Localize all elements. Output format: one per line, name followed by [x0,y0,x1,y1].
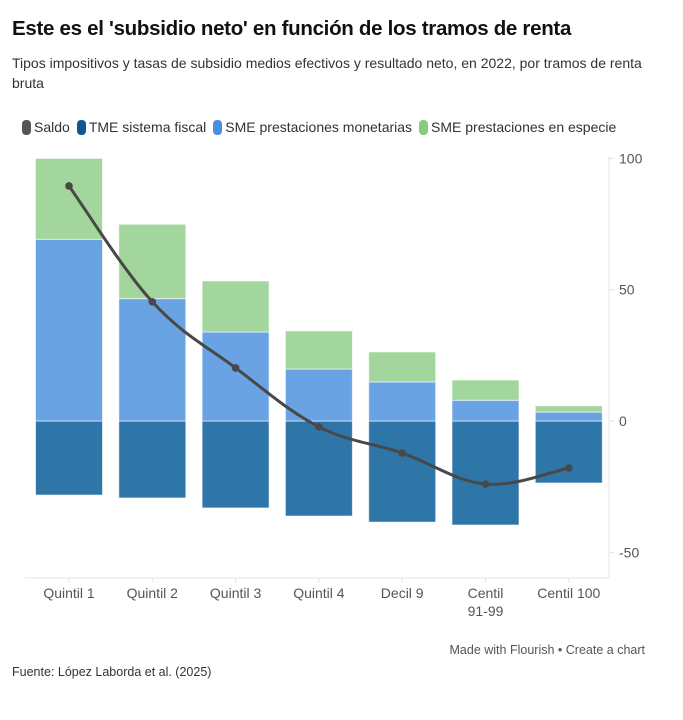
bar-sme-prestaciones-en-especie[interactable] [35,157,103,240]
saldo-point[interactable] [398,449,407,457]
x-tick-label: 91-99 [468,603,504,619]
legend-swatch-sme-monetarias [213,119,223,135]
x-tick-label: Quintil 2 [127,585,179,601]
bar-sme-prestaciones-en-especie[interactable] [201,280,270,333]
chart-plot: 100 50 0 -50 Quintil 1 Quintil 2 Quintil 3 Quin… [25,150,643,619]
bar-tme-sistema-fiscal[interactable] [451,420,520,526]
saldo-point[interactable] [65,182,73,190]
saldo-point[interactable] [148,297,157,306]
bar-sme-prestaciones-en-especie[interactable] [118,223,187,300]
bar-sme-prestaciones-monetarias[interactable] [534,411,603,422]
legend-item-sme-monetarias[interactable]: SME prestaciones monetarias [213,119,412,135]
bar-sme-prestaciones-monetarias[interactable] [35,238,103,422]
chart-subtitle: Tipos impositivos y tasas de subsidio me… [12,55,642,91]
saldo-line-layer [65,182,573,488]
bar-tme-sistema-fiscal[interactable] [118,420,187,499]
made-with-flourish-link[interactable]: Made with Flourish [449,643,555,657]
legend-item-saldo[interactable]: Saldo [22,119,70,135]
bars-layer [35,157,603,526]
bar-sme-prestaciones-en-especie[interactable] [368,351,437,383]
legend-label-sme-especie: SME prestaciones en especie [431,119,617,135]
legend-item-tme[interactable]: TME sistema fiscal [76,119,207,135]
create-chart-link[interactable]: Create a chart [565,643,645,657]
bar-sme-prestaciones-monetarias[interactable] [368,381,437,422]
bar-sme-prestaciones-monetarias[interactable] [451,399,520,422]
y-tick-label: -50 [619,544,639,560]
legend-swatch-saldo [22,119,31,135]
bar-sme-prestaciones-en-especie[interactable] [451,379,520,401]
bar-sme-prestaciones-en-especie[interactable] [284,330,353,370]
legend-label-sme-monetarias: SME prestaciones monetarias [225,119,413,135]
saldo-point[interactable] [315,422,323,431]
y-tick-label: 50 [619,282,635,298]
source-note: Fuente: López Laborda et al. (2025) [12,665,212,679]
x-tick-label: Centil [468,585,504,601]
bar-sme-prestaciones-en-especie[interactable] [534,405,603,413]
legend-label-saldo: Saldo [34,119,70,135]
saldo-point[interactable] [565,464,573,472]
legend-swatch-tme [76,119,86,135]
saldo-point[interactable] [481,480,490,488]
bar-sme-prestaciones-monetarias[interactable] [118,298,187,422]
legend-item-sme-especie[interactable]: SME prestaciones en especie [419,119,616,135]
legend-swatch-sme-especie [419,119,429,135]
axes-layer: 100 50 0 -50 Quintil 1 Quintil 2 Quintil 3 Quin… [25,150,643,619]
y-tick-label: 100 [619,150,643,166]
chart-title: Este es el 'subsidio neto' en función de… [12,17,572,40]
flourish-credit: Made with Flourish • Create a chart [450,643,645,657]
bar-tme-sistema-fiscal[interactable] [35,420,103,496]
x-tick-label: Quintil 1 [43,585,95,601]
bar-sme-prestaciones-monetarias[interactable] [201,331,270,422]
credit-separator: • [557,643,563,657]
x-tick-label: Centil 100 [537,585,600,601]
legend-label-tme: TME sistema fiscal [88,119,207,135]
y-tick-label: 0 [619,413,627,429]
bar-tme-sistema-fiscal[interactable] [534,420,603,484]
x-tick-label: Decil 9 [381,585,424,601]
x-tick-label: Quintil 4 [293,585,345,601]
saldo-point[interactable] [231,364,240,372]
bar-tme-sistema-fiscal[interactable] [368,420,437,523]
legend: Saldo TME sistema fiscal SME prestacione… [22,119,623,135]
bar-tme-sistema-fiscal[interactable] [201,420,270,509]
x-tick-label: Quintil 3 [210,585,262,601]
